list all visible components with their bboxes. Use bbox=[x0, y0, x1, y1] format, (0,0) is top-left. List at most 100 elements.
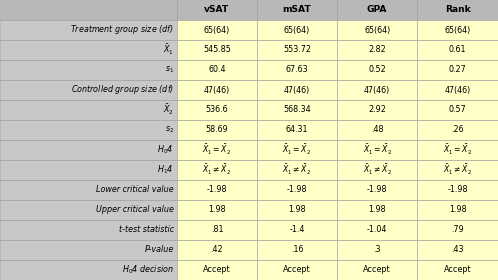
Text: 60.4: 60.4 bbox=[208, 66, 226, 74]
Bar bbox=[417, 0, 498, 20]
Text: .43: .43 bbox=[451, 246, 464, 255]
Bar bbox=[417, 160, 498, 180]
Text: 47(46): 47(46) bbox=[364, 85, 390, 95]
Text: $H_0$4: $H_0$4 bbox=[157, 144, 174, 156]
Text: 1.98: 1.98 bbox=[288, 206, 306, 214]
Text: $\bar{X}_1 \neq \bar{X}_2$: $\bar{X}_1 \neq \bar{X}_2$ bbox=[363, 163, 392, 177]
Bar bbox=[0, 200, 177, 220]
Text: $s_1$: $s_1$ bbox=[164, 65, 174, 75]
Text: 1.98: 1.98 bbox=[208, 206, 226, 214]
Bar bbox=[417, 180, 498, 200]
Text: 65(64): 65(64) bbox=[364, 25, 390, 34]
Bar bbox=[337, 20, 417, 40]
Bar bbox=[417, 80, 498, 100]
Text: vSAT: vSAT bbox=[204, 6, 230, 15]
Bar bbox=[177, 60, 257, 80]
Bar bbox=[257, 240, 337, 260]
Text: .79: .79 bbox=[451, 225, 464, 234]
Bar bbox=[417, 220, 498, 240]
Text: .26: .26 bbox=[451, 125, 464, 134]
Bar bbox=[0, 240, 177, 260]
Bar bbox=[0, 120, 177, 140]
Text: -1.04: -1.04 bbox=[367, 225, 387, 234]
Text: 65(64): 65(64) bbox=[204, 25, 230, 34]
Text: t-test statistic: t-test statistic bbox=[119, 225, 174, 234]
Bar bbox=[257, 260, 337, 280]
Bar bbox=[257, 40, 337, 60]
Text: 0.57: 0.57 bbox=[449, 106, 467, 115]
Text: 65(64): 65(64) bbox=[284, 25, 310, 34]
Text: Accept: Accept bbox=[444, 265, 472, 274]
Bar bbox=[257, 0, 337, 20]
Bar bbox=[177, 80, 257, 100]
Bar bbox=[0, 0, 177, 20]
Bar bbox=[417, 240, 498, 260]
Text: Accept: Accept bbox=[364, 265, 391, 274]
Bar bbox=[177, 160, 257, 180]
Bar bbox=[257, 80, 337, 100]
Text: 67.63: 67.63 bbox=[286, 66, 308, 74]
Bar bbox=[337, 200, 417, 220]
Text: 65(64): 65(64) bbox=[445, 25, 471, 34]
Bar bbox=[337, 120, 417, 140]
Text: .16: .16 bbox=[291, 246, 303, 255]
Text: P-value: P-value bbox=[144, 246, 174, 255]
Bar bbox=[0, 180, 177, 200]
Bar bbox=[257, 180, 337, 200]
Text: $\bar{X}_1 \neq \bar{X}_2$: $\bar{X}_1 \neq \bar{X}_2$ bbox=[282, 163, 312, 177]
Text: 1.98: 1.98 bbox=[369, 206, 386, 214]
Bar bbox=[257, 200, 337, 220]
Bar bbox=[177, 120, 257, 140]
Text: 47(46): 47(46) bbox=[445, 85, 471, 95]
Text: Accept: Accept bbox=[283, 265, 311, 274]
Bar bbox=[177, 0, 257, 20]
Text: .42: .42 bbox=[211, 246, 223, 255]
Text: .48: .48 bbox=[371, 125, 383, 134]
Text: $\bar{X}_1$: $\bar{X}_1$ bbox=[163, 43, 174, 57]
Text: 0.61: 0.61 bbox=[449, 45, 467, 55]
Bar bbox=[257, 220, 337, 240]
Text: $H_0$4 decision: $H_0$4 decision bbox=[122, 264, 174, 276]
Bar bbox=[257, 60, 337, 80]
Bar bbox=[0, 40, 177, 60]
Text: 47(46): 47(46) bbox=[204, 85, 230, 95]
Text: -1.98: -1.98 bbox=[287, 185, 307, 195]
Text: Controlled group size ($df$): Controlled group size ($df$) bbox=[71, 83, 174, 97]
Bar bbox=[337, 260, 417, 280]
Bar bbox=[257, 140, 337, 160]
Text: 0.52: 0.52 bbox=[369, 66, 386, 74]
Bar bbox=[177, 240, 257, 260]
Bar bbox=[337, 80, 417, 100]
Bar bbox=[337, 160, 417, 180]
Text: Accept: Accept bbox=[203, 265, 231, 274]
Text: GPA: GPA bbox=[367, 6, 387, 15]
Bar bbox=[337, 60, 417, 80]
Text: $\bar{X}_1 = \bar{X}_2$: $\bar{X}_1 = \bar{X}_2$ bbox=[202, 143, 232, 157]
Text: 536.6: 536.6 bbox=[206, 106, 228, 115]
Text: $\bar{X}_1 = \bar{X}_2$: $\bar{X}_1 = \bar{X}_2$ bbox=[443, 143, 472, 157]
Bar bbox=[337, 140, 417, 160]
Text: -1.98: -1.98 bbox=[367, 185, 387, 195]
Bar bbox=[177, 260, 257, 280]
Bar bbox=[257, 20, 337, 40]
Text: $\bar{X}_1 \neq \bar{X}_2$: $\bar{X}_1 \neq \bar{X}_2$ bbox=[202, 163, 232, 177]
Text: 2.92: 2.92 bbox=[369, 106, 386, 115]
Text: $\bar{X}_1 \neq \bar{X}_2$: $\bar{X}_1 \neq \bar{X}_2$ bbox=[443, 163, 472, 177]
Bar bbox=[337, 220, 417, 240]
Bar bbox=[337, 240, 417, 260]
Bar bbox=[0, 80, 177, 100]
Text: 0.27: 0.27 bbox=[449, 66, 467, 74]
Bar bbox=[417, 60, 498, 80]
Bar bbox=[177, 200, 257, 220]
Text: Rank: Rank bbox=[445, 6, 471, 15]
Bar bbox=[417, 100, 498, 120]
Bar bbox=[417, 20, 498, 40]
Text: Lower critical value: Lower critical value bbox=[96, 185, 174, 195]
Text: 568.34: 568.34 bbox=[283, 106, 311, 115]
Bar bbox=[337, 100, 417, 120]
Bar bbox=[0, 160, 177, 180]
Bar bbox=[177, 220, 257, 240]
Bar bbox=[337, 0, 417, 20]
Bar bbox=[417, 40, 498, 60]
Bar bbox=[0, 20, 177, 40]
